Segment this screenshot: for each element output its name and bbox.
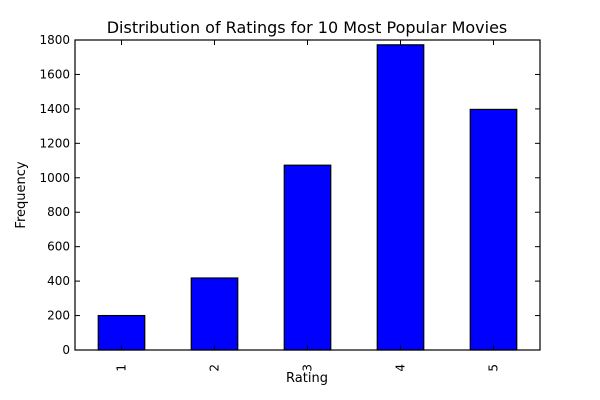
y-ticks-group: 0 200 400 600 800 1000 1200 1400 1600 1800 [39,33,540,357]
y-tick-label: 1800 [39,33,70,47]
plot-frame [74,39,541,351]
y-tick-label: 800 [47,205,70,219]
bars-group [97,44,518,351]
x-tick-label: 1 [115,364,129,372]
y-tick-label: 400 [47,274,70,288]
bar-rating-4 [376,44,425,351]
x-tick-label: 4 [394,364,408,372]
chart-title: Distribution of Ratings for 10 Most Popu… [107,18,508,37]
bar-rating-5 [469,108,518,351]
x-tick-label: 2 [208,364,222,372]
y-tick-label: 200 [47,309,70,323]
bar-rating-2 [190,277,239,351]
y-tick-label: 1000 [39,171,70,185]
y-tick-label: 600 [47,240,70,254]
bar-rating-3 [283,164,332,351]
y-tick-label: 1600 [39,67,70,81]
y-tick-label: 1400 [39,102,70,116]
x-tick-label: 5 [487,364,501,372]
x-tick-label: 3 [301,364,315,372]
x-ticks-group: 1 2 3 4 5 [115,40,501,372]
y-tick-label: 0 [62,343,70,357]
x-axis-label: Rating [286,371,328,386]
y-axis-label: Frequency [14,161,29,228]
y-tick-label: 1200 [39,136,70,150]
bar-rating-1 [97,314,146,351]
